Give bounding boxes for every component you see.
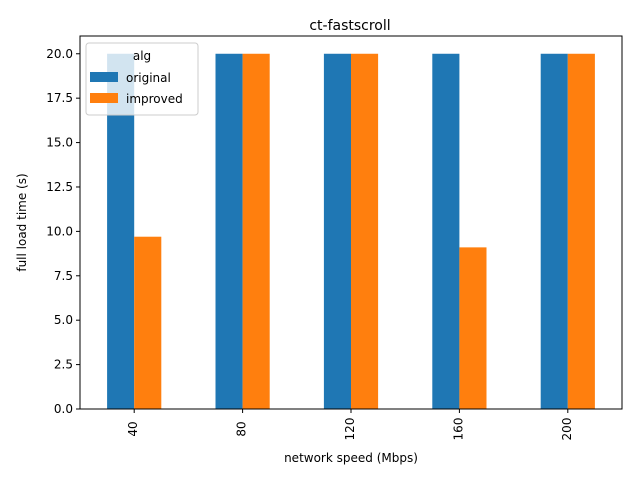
plot-frame — [79, 35, 623, 410]
y-tick-label: 7.5 — [54, 269, 73, 283]
bar-original-160 — [432, 53, 460, 410]
y-tick-label: 10.0 — [46, 224, 73, 238]
x-axis: 40 80 120 160 200 — [126, 409, 574, 440]
bar-original-80 — [215, 53, 243, 410]
x-tick-label: 120 — [343, 418, 357, 441]
legend-title: alg — [133, 49, 151, 63]
x-tick-label: 160 — [451, 418, 465, 441]
legend-swatch-original — [90, 72, 118, 82]
y-axis-label: full load time (s) — [15, 173, 29, 271]
x-tick-label: 200 — [560, 418, 574, 441]
bar-improved-40 — [134, 236, 162, 409]
legend-label-original: original — [126, 71, 171, 85]
x-axis-label: network speed (Mbps) — [284, 451, 418, 465]
y-tick-label: 17.5 — [46, 91, 73, 105]
legend: alg original improved — [85, 42, 199, 116]
chart-title: ct-fastscroll — [309, 18, 390, 34]
bar-improved-80 — [242, 53, 270, 410]
x-tick-label: 40 — [126, 421, 140, 436]
legend-swatch-improved — [90, 93, 118, 103]
legend-label-improved: improved — [126, 92, 183, 106]
y-axis: 0.0 2.5 5.0 7.5 10.0 12.5 15.0 17.5 20.0 — [46, 47, 80, 416]
bar-improved-200 — [567, 53, 595, 410]
bar-improved-120 — [351, 53, 379, 410]
bar-improved-160 — [459, 247, 487, 409]
y-tick-label: 20.0 — [46, 47, 73, 61]
bars-group — [107, 53, 595, 410]
y-tick-label: 15.0 — [46, 136, 73, 150]
y-tick-label: 2.5 — [54, 358, 73, 372]
bar-original-200 — [540, 53, 568, 410]
y-tick-label: 12.5 — [46, 180, 73, 194]
y-tick-label: 0.0 — [54, 402, 73, 416]
x-tick-label: 80 — [235, 421, 249, 436]
y-tick-label: 5.0 — [54, 313, 73, 327]
bar-original-120 — [323, 53, 351, 410]
